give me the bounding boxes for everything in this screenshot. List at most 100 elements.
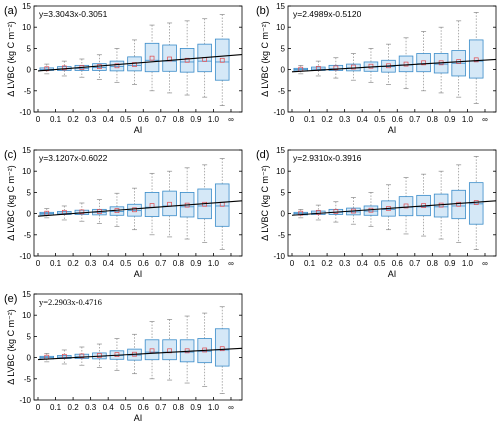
box-2 <box>57 205 72 221</box>
x-tick-label: 0.2 <box>68 259 80 268</box>
panel-5: (e) -10 -5 0 5 10 15 0 0.1 0.2 0.3 0.4 0.5 0.6 0.7 0.8 0… <box>4 290 243 423</box>
mean-marker <box>132 62 137 67</box>
y-axis-title: Δ LVBC (kg C m⁻²) <box>6 309 16 385</box>
box-body <box>144 42 160 73</box>
x-tick-label: 0.8 <box>173 115 185 124</box>
x-tick-label: 0.1 <box>50 115 62 124</box>
x-tick-label: 0.7 <box>155 403 167 412</box>
regression-equation: y=2.9310x-0.3916 <box>293 153 362 163</box>
x-tick-label: 1.0 <box>462 115 474 124</box>
y-tick-label: 5 <box>27 188 32 197</box>
x-tick-label: 0.3 <box>85 115 97 124</box>
box-1 <box>293 65 309 75</box>
y-tick-label: 15 <box>22 2 31 11</box>
box-body <box>398 55 414 73</box>
y-tick-label: -10 <box>273 108 285 117</box>
panel-label: (a) <box>4 5 17 17</box>
box-body <box>144 191 160 217</box>
x-tick-label: 0.2 <box>322 115 334 124</box>
x-tick-label: 0.4 <box>357 259 369 268</box>
y-axis-title: Δ LVBC (kg C m⁻²) <box>260 165 270 241</box>
panel-4: (d) -10 -5 0 5 10 15 0 0.1 0.2 0.3 0.4 0.5 0.6 0.7 0.8 0… <box>256 146 497 279</box>
box-11 <box>214 306 230 394</box>
y-tick-label: 0 <box>281 66 286 75</box>
x-tick-label: 0.8 <box>173 403 185 412</box>
panel-label: (c) <box>4 149 17 161</box>
box-body <box>416 53 431 73</box>
x-tick-label: 0.6 <box>138 403 150 412</box>
y-tick-label: -10 <box>273 252 285 261</box>
y-tick-label: -5 <box>24 87 32 96</box>
panel-1: (a) -10 -5 0 5 10 15 0 0.1 0.2 0.3 0.4 0.5 0.6 0.7 0.8 0… <box>4 2 243 135</box>
mean-marker <box>132 207 137 213</box>
box-7 <box>144 321 160 380</box>
x-tick-label: 0.8 <box>173 259 185 268</box>
x-axis-title: AI <box>388 269 397 279</box>
box-9 <box>179 167 195 240</box>
mean-marker <box>149 55 155 61</box>
box-4 <box>92 54 107 80</box>
y-tick-label: 0 <box>281 210 286 219</box>
x-tick-label: 1.0 <box>462 259 474 268</box>
box-body <box>468 39 484 79</box>
trend-line <box>37 54 243 72</box>
x-axis-title: AI <box>134 413 143 423</box>
x-tick-label: ∞ <box>482 115 488 124</box>
trend-line <box>291 58 497 73</box>
x-tick-label: 0 <box>36 259 41 268</box>
x-tick-label: 0.9 <box>444 115 456 124</box>
box-4 <box>346 53 361 81</box>
x-tick-label: 0.2 <box>322 259 334 268</box>
y-tick-label: 0 <box>27 210 32 219</box>
mean-marker <box>333 65 339 71</box>
regression-equation: y=3.1207x-0.6022 <box>39 153 108 163</box>
x-tick-label: 0.9 <box>190 403 202 412</box>
regression-equation: y=3.3043x-0.3051 <box>39 9 108 19</box>
box-11 <box>468 156 484 250</box>
box-7 <box>398 177 414 235</box>
box-7 <box>398 37 414 90</box>
mean-marker <box>473 57 479 63</box>
x-tick-label: 0.5 <box>374 115 386 124</box>
panel-label: (d) <box>256 149 269 161</box>
x-tick-label: ∞ <box>228 115 234 124</box>
mean-marker <box>167 56 172 62</box>
box-body <box>179 48 195 73</box>
x-tick-label: ∞ <box>228 403 234 412</box>
box-8 <box>416 31 431 92</box>
box-2 <box>311 60 326 77</box>
mean-marker <box>403 203 409 209</box>
box-body <box>144 339 160 361</box>
x-axis-title: AI <box>134 125 143 135</box>
plot-frame <box>33 149 243 257</box>
box-7 <box>144 172 160 236</box>
mean-marker <box>368 63 374 69</box>
y-axis-title: Δ LVBC (kg C m⁻²) <box>6 21 16 97</box>
y-tick-label: 10 <box>22 23 31 32</box>
y-tick-label: -5 <box>278 87 286 96</box>
x-tick-label: 0.3 <box>339 115 351 124</box>
y-tick-label: 5 <box>281 188 286 197</box>
box-3 <box>74 346 90 366</box>
x-tick-label: 0.8 <box>427 115 439 124</box>
y-tick-label: -10 <box>19 396 31 405</box>
y-tick-label: -5 <box>24 231 32 240</box>
plot-frame <box>33 293 243 401</box>
plot-frame <box>287 149 497 257</box>
y-tick-label: 5 <box>27 44 32 53</box>
regression-equation: y=2.4989x-0.5120 <box>293 9 362 19</box>
x-tick-label: 0.4 <box>103 403 115 412</box>
x-tick-label: ∞ <box>228 259 234 268</box>
trend-line <box>37 200 243 217</box>
x-tick-label: 0.7 <box>409 115 421 124</box>
x-tick-label: 0.3 <box>85 403 97 412</box>
box-11 <box>468 12 484 104</box>
x-tick-label: 0.8 <box>427 259 439 268</box>
x-tick-label: 0 <box>290 259 295 268</box>
mean-marker <box>61 65 67 71</box>
box-11 <box>214 158 230 250</box>
mean-marker <box>219 57 225 63</box>
trend-line <box>37 347 243 361</box>
box-4 <box>346 197 361 225</box>
